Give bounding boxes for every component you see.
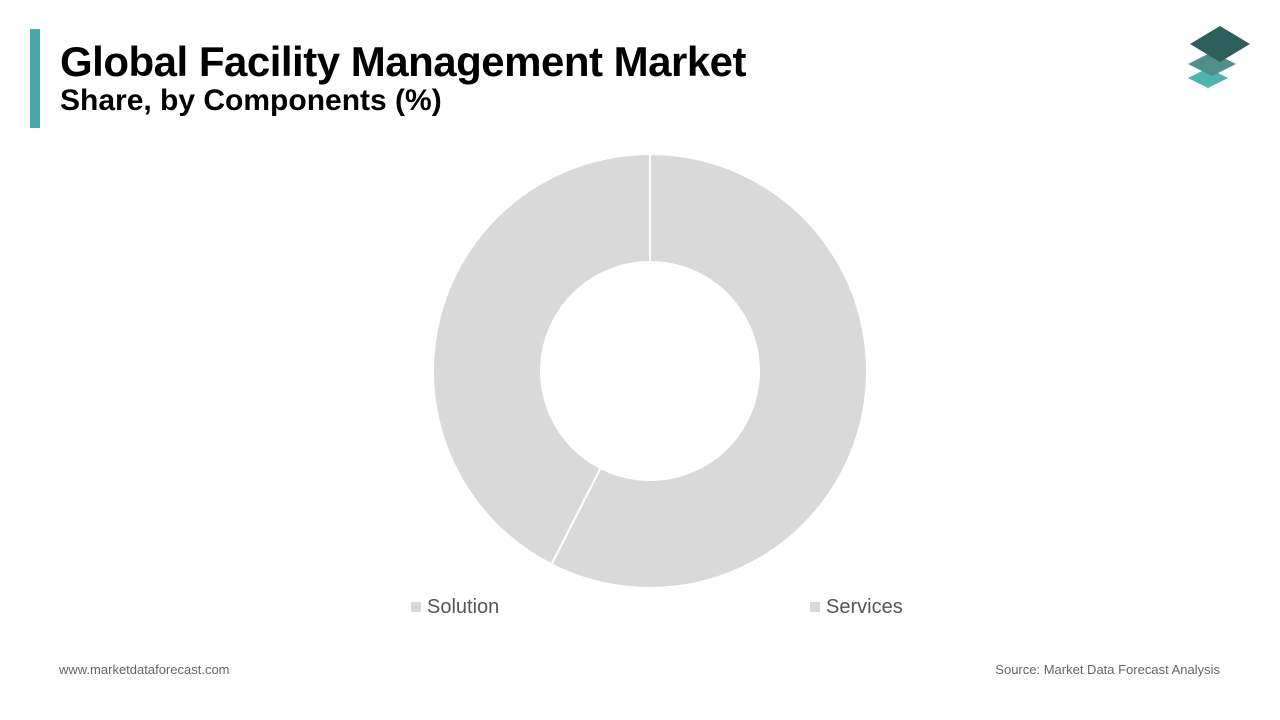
legend-swatch-solution [411, 602, 421, 612]
page-title: Global Facility Management Market [60, 38, 747, 85]
footer-source: Source: Market Data Forecast Analysis [995, 662, 1220, 677]
legend-item-solution: Solution [411, 595, 499, 619]
legend-label-solution: Solution [427, 595, 500, 618]
logo-layer-top [1190, 26, 1250, 62]
footer-website: www.marketdataforecast.com [59, 662, 230, 677]
donut-slice-solution [432, 152, 651, 566]
legend-item-services: Services [810, 595, 903, 619]
legend-label-services: Services [826, 595, 903, 618]
donut-slices [432, 152, 868, 589]
donut-slice-services [550, 152, 868, 589]
title-accent-bar [30, 29, 40, 128]
legend-swatch-services [810, 602, 820, 612]
stacked-layers-icon [1188, 26, 1250, 88]
page-subtitle: Share, by Components (%) [60, 84, 442, 117]
